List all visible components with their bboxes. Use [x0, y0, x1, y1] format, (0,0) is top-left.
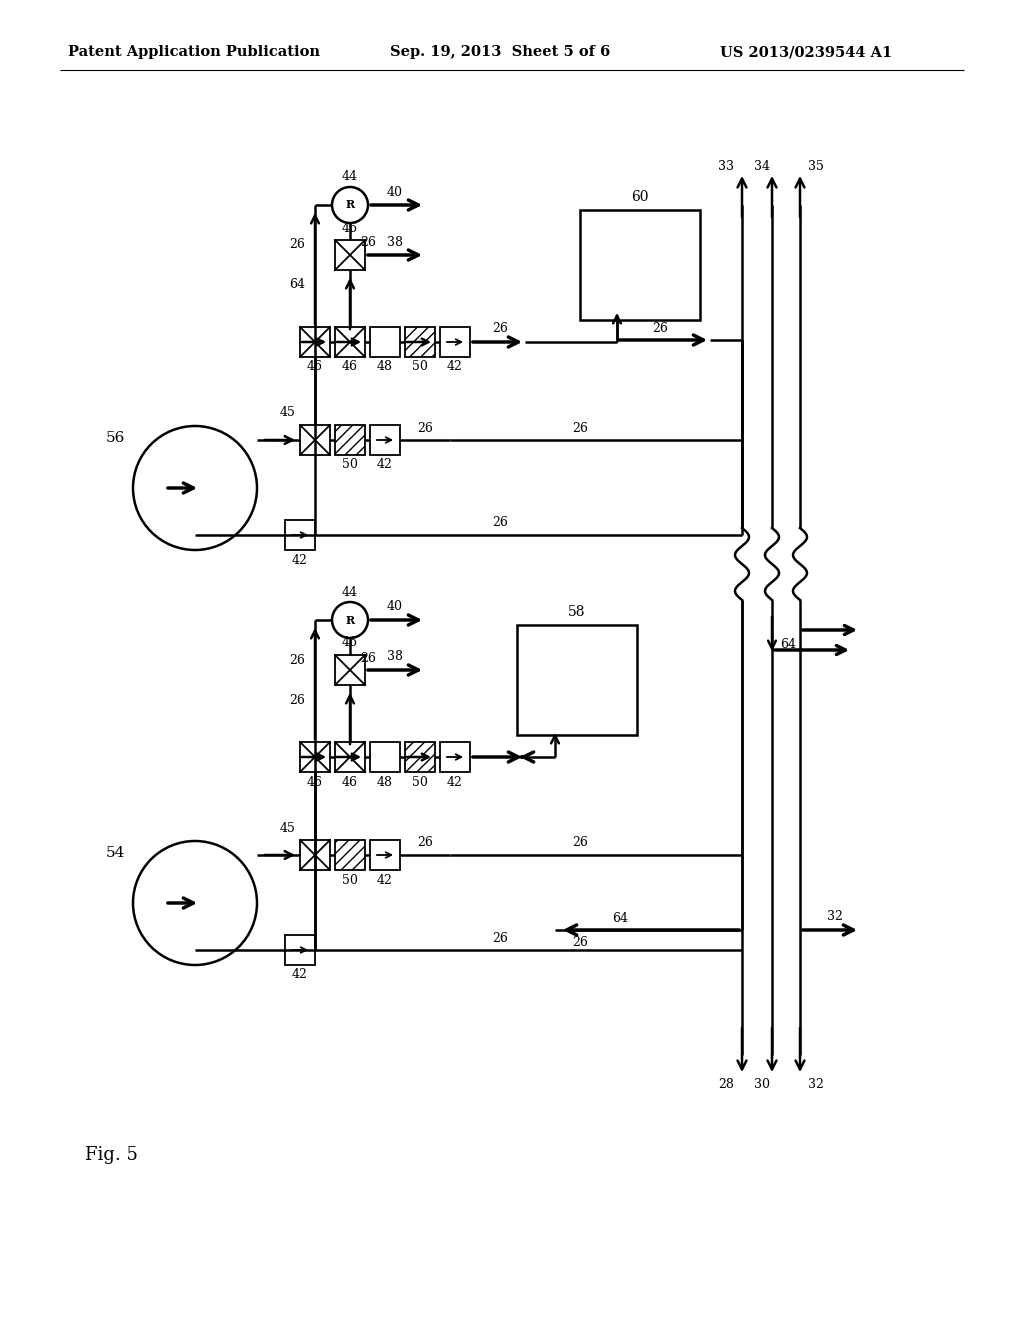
Text: 40: 40: [387, 601, 403, 614]
Text: 26: 26: [417, 421, 433, 434]
Bar: [335, 425, 365, 455]
Bar: [370, 425, 400, 455]
Text: 38: 38: [387, 651, 403, 664]
Bar: [406, 327, 435, 356]
Text: 34: 34: [754, 161, 770, 173]
Text: 42: 42: [377, 458, 393, 471]
Circle shape: [332, 187, 368, 223]
Bar: [335, 655, 365, 685]
Text: 44: 44: [342, 170, 358, 183]
Text: 50: 50: [412, 776, 428, 788]
Text: 26: 26: [289, 653, 305, 667]
Text: 46: 46: [342, 636, 358, 649]
Text: 50: 50: [342, 458, 358, 471]
Text: 38: 38: [387, 235, 403, 248]
Text: 48: 48: [377, 360, 393, 374]
Bar: [300, 840, 330, 870]
Text: 26: 26: [417, 837, 433, 850]
Bar: [335, 327, 365, 356]
Text: 33: 33: [718, 161, 734, 173]
Bar: [370, 742, 400, 772]
Text: 54: 54: [105, 846, 125, 861]
Circle shape: [133, 426, 257, 550]
Text: 26: 26: [289, 693, 305, 706]
Text: 64: 64: [612, 912, 628, 924]
Bar: [335, 840, 365, 870]
Text: 46: 46: [342, 776, 358, 788]
Text: US 2013/0239544 A1: US 2013/0239544 A1: [720, 45, 892, 59]
Text: 40: 40: [387, 186, 403, 198]
Text: 64: 64: [780, 638, 796, 651]
Text: 56: 56: [105, 432, 125, 445]
Text: 26: 26: [493, 932, 508, 945]
Text: R: R: [345, 199, 354, 210]
Circle shape: [133, 841, 257, 965]
Bar: [406, 742, 435, 772]
Text: 46: 46: [307, 360, 323, 374]
Text: Sep. 19, 2013  Sheet 5 of 6: Sep. 19, 2013 Sheet 5 of 6: [390, 45, 610, 59]
Text: 58: 58: [568, 605, 586, 619]
Text: 32: 32: [808, 1078, 824, 1092]
Text: 50: 50: [342, 874, 358, 887]
Text: Patent Application Publication: Patent Application Publication: [68, 45, 319, 59]
Text: 30: 30: [754, 1078, 770, 1092]
Bar: [285, 935, 315, 965]
Bar: [300, 742, 330, 772]
Bar: [370, 327, 400, 356]
Text: 60: 60: [631, 190, 649, 205]
Text: 26: 26: [289, 239, 305, 252]
Bar: [300, 327, 330, 356]
Text: 28: 28: [718, 1078, 734, 1092]
Text: 26: 26: [572, 421, 588, 434]
Text: 46: 46: [342, 222, 358, 235]
Text: 42: 42: [292, 553, 308, 566]
Text: 44: 44: [342, 586, 358, 598]
Text: 26: 26: [360, 652, 376, 664]
Text: 26: 26: [493, 322, 508, 335]
Text: 26: 26: [572, 936, 588, 949]
Bar: [285, 520, 315, 550]
Text: Fig. 5: Fig. 5: [85, 1146, 138, 1164]
Circle shape: [332, 602, 368, 638]
Text: 32: 32: [827, 911, 843, 924]
Text: 42: 42: [292, 969, 308, 982]
Text: 45: 45: [280, 821, 295, 834]
Text: 26: 26: [493, 516, 508, 529]
Text: 64: 64: [289, 279, 305, 292]
Bar: [335, 240, 365, 271]
Text: 26: 26: [360, 236, 376, 249]
Bar: [440, 742, 470, 772]
Text: 26: 26: [572, 837, 588, 850]
Text: 42: 42: [447, 360, 463, 374]
Text: 42: 42: [447, 776, 463, 788]
Text: R: R: [345, 615, 354, 626]
Text: 26: 26: [652, 322, 668, 334]
Text: 46: 46: [342, 360, 358, 374]
Bar: [300, 425, 330, 455]
Bar: [580, 210, 700, 319]
Text: 35: 35: [808, 161, 824, 173]
Bar: [370, 840, 400, 870]
Text: 50: 50: [412, 360, 428, 374]
Text: 48: 48: [377, 776, 393, 788]
Text: 46: 46: [307, 776, 323, 788]
Text: 45: 45: [280, 407, 295, 420]
Bar: [517, 624, 637, 735]
Bar: [335, 742, 365, 772]
Bar: [440, 327, 470, 356]
Text: 42: 42: [377, 874, 393, 887]
